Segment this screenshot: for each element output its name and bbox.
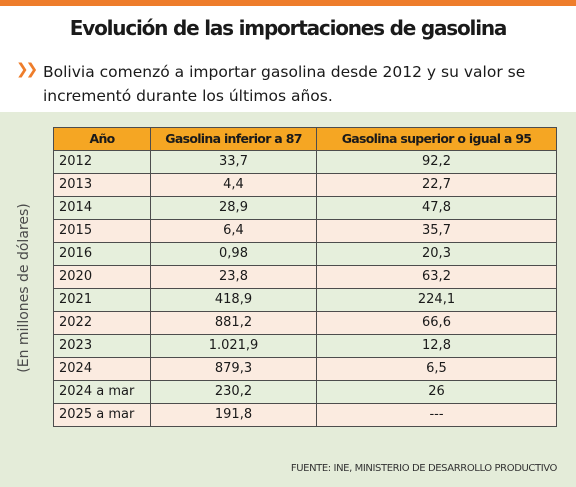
header-gasoline-below-87: Gasolina inferior a 87 bbox=[150, 127, 317, 151]
units-label: (En millones de dólares) bbox=[16, 203, 32, 373]
cell-year: 2024 bbox=[53, 357, 151, 381]
cell-gasoline-below-87: 6,4 bbox=[150, 219, 317, 243]
table-row: 2024 879,3 6,5 bbox=[53, 357, 557, 381]
cell-gasoline-below-87: 4,4 bbox=[150, 173, 317, 197]
table-row: 2021 418,9 224,1 bbox=[53, 288, 557, 312]
cell-gasoline-95-plus: 20,3 bbox=[316, 242, 557, 266]
table-row: 2022 881,2 66,6 bbox=[53, 311, 557, 335]
cell-gasoline-95-plus: 63,2 bbox=[316, 265, 557, 289]
source-note: FUENTE: INE, MINISTERIO DE DESARROLLO PR… bbox=[290, 463, 558, 474]
cell-gasoline-below-87: 418,9 bbox=[150, 288, 317, 312]
cell-year: 2022 bbox=[53, 311, 151, 335]
table-row: 2013 4,4 22,7 bbox=[53, 173, 557, 197]
double-chevron-right-icon: ❯❯ bbox=[16, 60, 38, 78]
infographic-subtitle: Bolivia comenzó a importar gasolina desd… bbox=[43, 63, 526, 105]
imports-table: Año Gasolina inferior a 87 Gasolina supe… bbox=[53, 127, 557, 427]
cell-year: 2015 bbox=[53, 219, 151, 243]
cell-gasoline-95-plus: 35,7 bbox=[316, 219, 557, 243]
cell-gasoline-below-87: 881,2 bbox=[150, 311, 317, 335]
cell-gasoline-below-87: 230,2 bbox=[150, 380, 317, 404]
cell-gasoline-below-87: 0,98 bbox=[150, 242, 317, 266]
cell-gasoline-95-plus: 92,2 bbox=[316, 150, 557, 174]
cell-gasoline-95-plus: 6,5 bbox=[316, 357, 557, 381]
cell-year: 2021 bbox=[53, 288, 151, 312]
table-row: 2023 1.021,9 12,8 bbox=[53, 334, 557, 358]
cell-year: 2025 a mar bbox=[53, 403, 151, 427]
infographic-title: Evolución de las importaciones de gasoli… bbox=[69, 16, 508, 40]
cell-gasoline-95-plus: 66,6 bbox=[316, 311, 557, 335]
cell-year: 2012 bbox=[53, 150, 151, 174]
cell-gasoline-below-87: 1.021,9 bbox=[150, 334, 317, 358]
cell-year: 2020 bbox=[53, 265, 151, 289]
header-year: Año bbox=[53, 127, 151, 151]
cell-gasoline-95-plus: 224,1 bbox=[316, 288, 557, 312]
table-row: 2014 28,9 47,8 bbox=[53, 196, 557, 220]
cell-gasoline-below-87: 191,8 bbox=[150, 403, 317, 427]
cell-year: 2024 a mar bbox=[53, 380, 151, 404]
cell-year: 2016 bbox=[53, 242, 151, 266]
top-accent-bar bbox=[0, 0, 576, 6]
cell-gasoline-95-plus: --- bbox=[316, 403, 557, 427]
cell-year: 2014 bbox=[53, 196, 151, 220]
table-row: 2016 0,98 20,3 bbox=[53, 242, 557, 266]
table-row: 2015 6,4 35,7 bbox=[53, 219, 557, 243]
cell-gasoline-below-87: 33,7 bbox=[150, 150, 317, 174]
table-row: 2012 33,7 92,2 bbox=[53, 150, 557, 174]
cell-gasoline-95-plus: 12,8 bbox=[316, 334, 557, 358]
table-row: 2024 a mar 230,2 26 bbox=[53, 380, 557, 404]
cell-gasoline-95-plus: 47,8 bbox=[316, 196, 557, 220]
table-header-row: Año Gasolina inferior a 87 Gasolina supe… bbox=[53, 127, 557, 151]
cell-gasoline-95-plus: 26 bbox=[316, 380, 557, 404]
table-body: 2012 33,7 92,2 2013 4,4 22,7 2014 28,9 47,8 2015 6… bbox=[53, 150, 557, 427]
table-row: 2020 23,8 63,2 bbox=[53, 265, 557, 289]
cell-gasoline-95-plus: 22,7 bbox=[316, 173, 557, 197]
cell-gasoline-below-87: 879,3 bbox=[150, 357, 317, 381]
cell-year: 2023 bbox=[53, 334, 151, 358]
cell-gasoline-below-87: 23,8 bbox=[150, 265, 317, 289]
header-gasoline-95-plus: Gasolina superior o igual a 95 bbox=[316, 127, 557, 151]
table-row: 2025 a mar 191,8 --- bbox=[53, 403, 557, 427]
cell-gasoline-below-87: 28,9 bbox=[150, 196, 317, 220]
cell-year: 2013 bbox=[53, 173, 151, 197]
